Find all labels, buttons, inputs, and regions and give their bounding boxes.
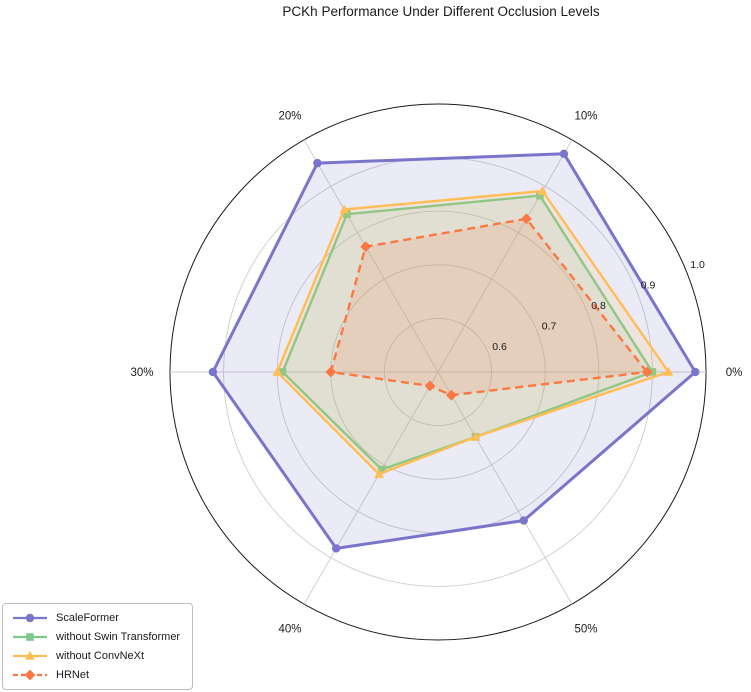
legend-item-without-swin-transformer: without Swin Transformer: [11, 630, 180, 644]
axis-label-0: 0%: [726, 367, 743, 379]
data-point-without-convnext-30: [272, 366, 282, 376]
axis-spoke-10: [437, 139, 573, 373]
legend: ScaleFormer without Swin Transformer witho…: [2, 603, 194, 690]
data-point-without-convnext-50: [470, 431, 481, 441]
legend-marker-scaleformer: [25, 613, 35, 623]
axis-label-10: 10%: [574, 111, 597, 123]
legend-marker-hrnet: [24, 669, 36, 681]
axis-spoke-50: [437, 371, 573, 605]
data-point-scaleformer-30: [208, 367, 218, 377]
radial-tick-label-1.0: 1.0: [690, 259, 705, 271]
radar-fill-hrnet: [330, 218, 647, 396]
data-point-scaleformer-0: [691, 367, 700, 377]
legend-marker-without-convnext: [25, 650, 35, 660]
legend-swatch-without-convnext: [13, 650, 47, 660]
axis-spoke-40: [303, 371, 439, 605]
radar-fill-without-convnext: [277, 191, 669, 475]
data-point-scaleformer-20: [313, 158, 322, 168]
axis-label-40: 40%: [278, 623, 301, 635]
data-point-without-convnext-10: [537, 185, 548, 195]
data-point-scaleformer-50: [519, 516, 528, 525]
legend-item-without-convnext: without ConvNeXt: [11, 649, 180, 663]
legend-label-without-convnext: without ConvNeXt: [56, 650, 145, 662]
radial-tick-label-0.9: 0.9: [641, 279, 656, 291]
data-point-without-swin-transformer-10: [536, 191, 544, 200]
legend-swatch-hrnet: [13, 669, 47, 681]
data-point-without-swin-transformer-20: [343, 210, 351, 218]
data-point-hrnet-0: [641, 366, 653, 378]
data-point-scaleformer-40: [331, 544, 341, 553]
data-point-without-swin-transformer-40: [377, 465, 386, 474]
radar-fill-without-swin-transformer: [282, 195, 653, 470]
legend-item-scaleformer: ScaleFormer: [11, 611, 180, 625]
legend-swatch-without-swin-transformer: [13, 633, 47, 641]
data-point-hrnet-40: [424, 380, 436, 392]
legend-label-scaleformer: ScaleFormer: [56, 612, 119, 624]
data-point-without-swin-transformer-30: [278, 368, 287, 376]
axis-label-30: 30%: [130, 367, 153, 379]
data-point-without-convnext-40: [374, 468, 384, 478]
data-point-without-convnext-20: [339, 204, 349, 214]
radial-tick-label-0.8: 0.8: [591, 300, 606, 312]
axis-label-20: 20%: [278, 111, 301, 123]
data-point-hrnet-20: [360, 241, 372, 253]
axis-label-50: 50%: [574, 623, 597, 635]
data-point-hrnet-10: [521, 213, 532, 225]
radial-tick-label-0.6: 0.6: [492, 341, 507, 353]
data-point-hrnet-30: [325, 366, 337, 378]
legend-marker-without-swin-transformer: [26, 633, 34, 641]
axis-spoke-20: [303, 139, 439, 373]
legend-label-without-swin-transformer: without Swin Transformer: [56, 631, 181, 643]
data-point-scaleformer-10: [559, 149, 569, 159]
data-point-hrnet-50: [446, 389, 457, 401]
radial-tick-label-0.7: 0.7: [542, 321, 557, 333]
legend-item-hrnet: HRNet: [11, 668, 180, 682]
legend-label-hrnet: HRNet: [56, 669, 90, 681]
chart-title: PCKh Performance Under Different Occlusi…: [282, 4, 600, 19]
legend-swatch-scaleformer: [13, 613, 47, 623]
data-point-without-convnext-0: [663, 366, 674, 376]
